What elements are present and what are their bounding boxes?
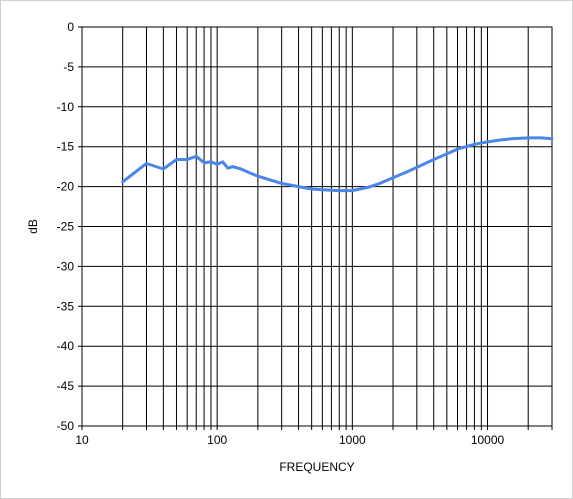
data-point: [338, 189, 341, 192]
y-tick-label: -45: [57, 379, 75, 393]
data-point: [221, 160, 224, 164]
data-point: [195, 155, 198, 158]
data-point: [226, 167, 230, 170]
data-point: [456, 147, 459, 151]
data-point: [432, 158, 435, 161]
data-point: [185, 158, 189, 161]
y-tick-label: -15: [57, 140, 75, 154]
vertical-gridlines: [81, 27, 553, 430]
data-point: [231, 165, 234, 168]
y-tick-label: -25: [57, 220, 75, 234]
data-point: [247, 171, 250, 174]
data-point: [351, 189, 354, 192]
y-tick-labels: 0 -5 -10 -15 -20 -25 -30 -35 -40 -45 -50: [57, 20, 75, 433]
data-point: [209, 160, 213, 164]
x-axis-title: FREQUENCY: [279, 460, 354, 474]
data-point: [526, 136, 530, 140]
data-point: [280, 182, 283, 185]
x-tick-labels: 10 100 1000 10000: [75, 433, 504, 447]
x-tick-label: 10000: [471, 433, 505, 447]
x-tick-label: 10: [75, 433, 89, 447]
data-point: [497, 139, 500, 142]
data-point: [550, 137, 554, 140]
data-point: [162, 167, 165, 171]
data-point: [256, 175, 260, 178]
data-point: [404, 171, 408, 174]
data-points: [121, 136, 554, 192]
data-point: [473, 143, 476, 146]
data-point: [510, 137, 513, 140]
y-axis-title: dB: [26, 219, 40, 234]
data-point: [269, 179, 273, 182]
plot-area-border: [81, 26, 553, 427]
data-point: [391, 176, 395, 180]
x-tick-label: 1000: [339, 433, 366, 447]
data-point: [202, 161, 206, 164]
data-point: [415, 166, 419, 169]
data-point: [297, 185, 300, 188]
data-point: [215, 163, 219, 166]
data-point: [145, 162, 148, 165]
y-tick-label: -5: [63, 60, 74, 74]
y-tick-label: 0: [67, 20, 74, 34]
data-point: [121, 180, 124, 184]
x-tick-label: 100: [207, 433, 227, 447]
data-point: [175, 158, 178, 161]
data-point: [321, 188, 324, 191]
data-point: [486, 140, 489, 144]
data-point: [310, 187, 313, 191]
data-point: [366, 186, 369, 189]
data-point: [540, 136, 543, 140]
y-tick-label: -40: [57, 339, 75, 353]
data-point: [378, 182, 382, 185]
data-point: [445, 152, 449, 156]
y-tick-label: -20: [57, 180, 75, 194]
data-point: [239, 167, 243, 171]
y-tick-label: -30: [57, 259, 75, 273]
y-tick-label: -50: [57, 419, 75, 433]
y-tick-label: -35: [57, 299, 75, 313]
y-tick-label: -10: [57, 100, 75, 114]
